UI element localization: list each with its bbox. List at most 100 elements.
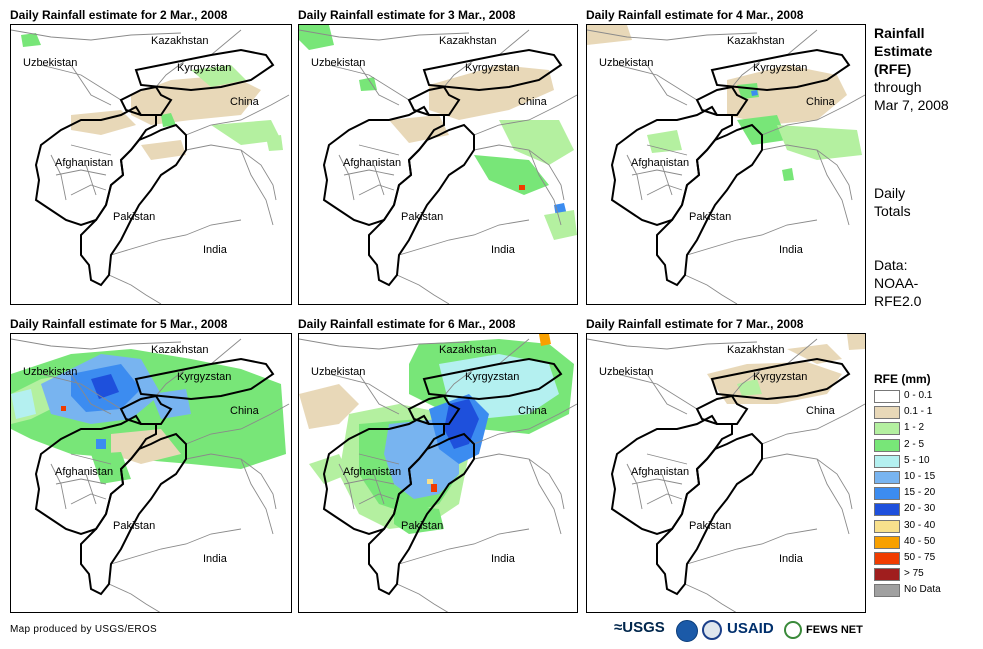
admin-boundary xyxy=(473,144,565,201)
legend-swatch xyxy=(874,503,900,517)
country-border xyxy=(80,432,187,596)
admin-boundary xyxy=(240,458,274,535)
admin-boundary xyxy=(443,59,475,88)
admin-boundary xyxy=(299,29,470,41)
rainfall-map-5: Kazakhstan Uzbekistan Kyrgyzstan China Afgha… xyxy=(298,333,578,613)
admin-boundary xyxy=(358,144,400,156)
admin-boundary xyxy=(210,29,242,56)
map-label-uzbekistan: Uzbekistan xyxy=(599,366,654,378)
country-border xyxy=(695,85,749,116)
rainfall-area xyxy=(847,334,865,350)
rainfall-area xyxy=(782,168,794,181)
admin-boundary xyxy=(646,493,683,505)
rainfall-area xyxy=(751,90,758,96)
legend-label: 10 - 15 xyxy=(904,471,936,482)
admin-boundary xyxy=(587,29,758,41)
admin-boundary xyxy=(70,453,112,465)
admin-boundary xyxy=(731,368,763,397)
legend-label: 15 - 20 xyxy=(904,487,936,499)
admin-boundary xyxy=(498,338,530,365)
map-label-kazakhstan: Kazakhstan xyxy=(151,35,209,47)
rainfall-area xyxy=(141,140,186,160)
map-label-china: China xyxy=(518,405,547,417)
usaid-logo-text: USAID xyxy=(727,620,774,637)
legend-swatch xyxy=(874,422,900,436)
rainfall-map-1: Kazakhstan Uzbekistan Kyrgyzstan China Afgha… xyxy=(10,24,292,305)
map-svg-3 xyxy=(587,25,865,304)
admin-boundary xyxy=(50,154,67,201)
panel-title-3: Daily Rainfall estimate for 4 Mar., 2008 xyxy=(586,8,804,22)
admin-boundary xyxy=(626,463,643,510)
admin-boundary xyxy=(108,274,162,304)
rainfall-area xyxy=(519,185,525,190)
legend-label: No Data xyxy=(904,584,941,596)
rainfall-map-6: Kazakhstan Uzbekistan Kyrgyzstan China Afgha… xyxy=(586,333,866,613)
map-svg-1 xyxy=(11,29,290,304)
side-daily2: Totals xyxy=(874,203,911,219)
admin-boundary xyxy=(761,144,853,201)
credit-text: Map produced by USGS/EROS xyxy=(10,624,158,635)
side-daily: Daily Totals xyxy=(874,184,911,220)
admin-boundary xyxy=(646,184,683,196)
rainfall-area xyxy=(299,25,334,50)
map-label-india: India xyxy=(491,244,515,256)
fewsnet-logo: FEWS NET xyxy=(806,624,863,636)
admin-boundary xyxy=(185,453,277,510)
admin-boundary xyxy=(155,59,187,88)
legend-swatch xyxy=(874,454,900,468)
admin-boundary xyxy=(443,368,475,397)
admin-boundary xyxy=(40,373,122,410)
rainfall-area xyxy=(431,484,437,492)
legend-label: 1 - 2 xyxy=(904,422,925,434)
rainfall-area xyxy=(191,65,246,87)
admin-boundary xyxy=(528,458,562,535)
admin-boundary xyxy=(786,338,818,365)
country-border xyxy=(134,48,275,92)
legend-swatch xyxy=(874,535,900,549)
admin-boundary xyxy=(396,583,449,612)
map-label-afghanistan: Afghanistan xyxy=(631,157,690,169)
map-label-afghanistan: Afghanistan xyxy=(55,157,114,169)
rainfall-area xyxy=(787,344,842,364)
admin-boundary xyxy=(11,29,182,41)
admin-boundary xyxy=(185,144,277,201)
admin-boundary xyxy=(70,373,112,415)
rainfall-area xyxy=(737,115,787,145)
country-border xyxy=(656,432,763,596)
admin-boundary xyxy=(761,403,865,445)
rainfall-area xyxy=(444,399,479,449)
usgs-logo: ≈USGS xyxy=(614,619,665,636)
admin-boundary xyxy=(110,219,242,256)
country-border xyxy=(368,123,475,287)
map-label-pakistan: Pakistan xyxy=(113,211,156,223)
map-label-kazakhstan: Kazakhstan xyxy=(727,344,785,356)
country-border xyxy=(134,357,275,401)
admin-boundary xyxy=(473,94,577,136)
side-through: through xyxy=(874,79,922,95)
map-label-kyrgyzstan: Kyrgyzstan xyxy=(465,371,520,383)
rainfall-map-3: Kazakhstan Uzbekistan Kyrgyzstan China Afgha… xyxy=(586,24,866,305)
admin-boundary xyxy=(358,373,400,415)
legend-title: RFE (mm) xyxy=(874,372,931,386)
map-label-kyrgyzstan: Kyrgyzstan xyxy=(177,371,232,383)
admin-boundary xyxy=(55,478,107,485)
rainfall-area xyxy=(71,110,136,135)
admin-boundary xyxy=(616,373,698,410)
map-label-afghanistan: Afghanistan xyxy=(55,466,114,478)
country-border xyxy=(656,123,763,287)
map-label-kazakhstan: Kazakhstan xyxy=(727,35,785,47)
map-label-kazakhstan: Kazakhstan xyxy=(439,35,497,47)
rainfall-area xyxy=(777,125,862,160)
legend-swatch xyxy=(874,568,900,582)
country-border xyxy=(407,394,461,425)
map-label-pakistan: Pakistan xyxy=(689,520,732,532)
rainfall-area xyxy=(211,120,281,145)
legend-label: 40 - 50 xyxy=(904,535,936,547)
admin-boundary xyxy=(240,149,274,226)
admin-boundary xyxy=(40,64,122,101)
legend-swatch xyxy=(874,519,900,533)
legend-swatch xyxy=(874,584,900,598)
admin-boundary xyxy=(108,583,161,612)
side-data1: Data: xyxy=(874,257,908,273)
legend-swatch xyxy=(874,471,900,484)
